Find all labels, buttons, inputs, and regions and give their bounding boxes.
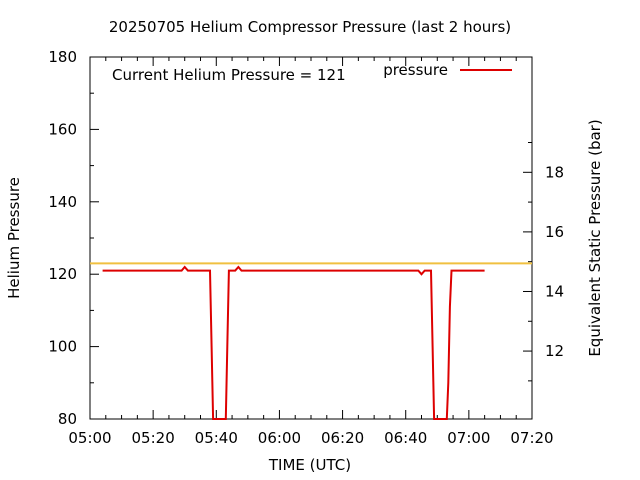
x-tick-label: 07:20 [510, 429, 553, 447]
x-axis-label: TIME (UTC) [268, 456, 351, 474]
y2-tick-label: 14 [545, 282, 564, 300]
y2-axis-label: Equivalent Static Pressure (bar) [586, 119, 604, 356]
y-tick-label: 80 [58, 410, 77, 428]
chart-title: 20250705 Helium Compressor Pressure (las… [109, 18, 511, 36]
current-pressure-annotation: Current Helium Pressure = 121 [112, 66, 346, 84]
y-tick-label: 180 [48, 48, 77, 66]
y2-tick-label: 16 [545, 223, 564, 241]
x-axis-ticks: 05:00 05:20 05:40 06:00 06:20 06:40 07:00 07:20 [68, 57, 554, 447]
y2-tick-label: 12 [545, 342, 564, 360]
x-tick-label: 07:00 [447, 429, 490, 447]
y-tick-label: 140 [48, 193, 77, 211]
y-tick-label: 100 [48, 338, 77, 356]
series-line-pressure [102, 265, 485, 420]
y-axis-ticks: 80 100 120 140 160 180 [48, 48, 99, 428]
plot-frame [89, 56, 533, 420]
x-tick-label: 06:00 [258, 429, 301, 447]
x-tick-label: 05:20 [132, 429, 175, 447]
x-tick-label: 06:20 [321, 429, 364, 447]
x-tick-label: 06:40 [384, 429, 427, 447]
y2-tick-label: 18 [545, 163, 564, 181]
y-axis-label: Helium Pressure [5, 177, 23, 299]
y2-axis-ticks: 12 14 16 18 [523, 142, 564, 382]
y-tick-label: 160 [48, 120, 77, 138]
x-tick-label: 05:00 [68, 429, 111, 447]
x-tick-label: 05:40 [195, 429, 238, 447]
y-tick-label: 120 [48, 265, 77, 283]
legend-label-pressure: pressure [383, 61, 448, 79]
series-group [102, 265, 485, 420]
